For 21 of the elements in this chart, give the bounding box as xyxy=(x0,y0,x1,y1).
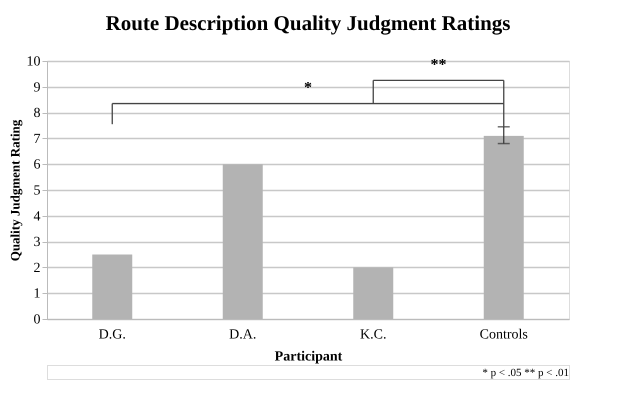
y-tick-label: 6 xyxy=(34,158,40,173)
y-tick-label: 10 xyxy=(26,54,40,70)
y-tick-label: 0 xyxy=(34,312,40,328)
x-tick-label: K.C. xyxy=(360,328,386,342)
y-tick-label: 4 xyxy=(34,209,40,224)
y-tick-label: 7 xyxy=(34,132,40,147)
x-tick-label: D.A. xyxy=(229,328,256,342)
y-axis-title: Quality Judgment Rating xyxy=(8,119,22,262)
x-tick-label: D.G. xyxy=(98,328,126,342)
y-tick-label: 5 xyxy=(34,184,40,198)
y-tick-label: 8 xyxy=(34,106,40,122)
annotation: * xyxy=(304,80,312,97)
x-tick-label: Controls xyxy=(480,328,528,342)
annotation: ** xyxy=(430,56,446,74)
y-tick-label: 2 xyxy=(34,260,40,276)
y-tick-label: 3 xyxy=(34,235,40,250)
y-tick-label: 9 xyxy=(34,80,40,96)
text: * p < .05 ** p < .01 xyxy=(482,367,569,379)
chart-title: Route Description Quality Judgment Ratings xyxy=(106,11,510,35)
y-tick-label: 1 xyxy=(34,286,40,302)
x-axis-title: Participant xyxy=(274,350,343,364)
